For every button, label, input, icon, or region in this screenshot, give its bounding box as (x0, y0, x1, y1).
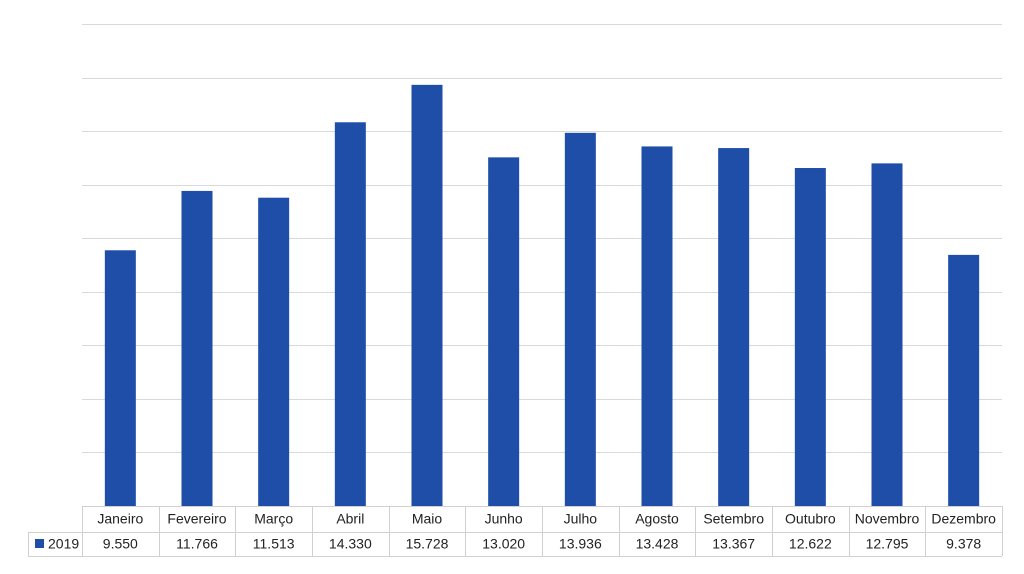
bar (411, 84, 443, 506)
x-tick-label: Novembro (855, 511, 920, 527)
x-tick-label: Setembro (703, 511, 764, 527)
x-tick-label: Dezembro (931, 511, 996, 527)
bar (641, 146, 673, 507)
bar (104, 250, 136, 506)
table-value: 11.513 (253, 536, 295, 552)
legend-label: 2019 (48, 536, 79, 552)
bar (564, 132, 596, 506)
table-value: 14.330 (329, 536, 372, 552)
bar (948, 254, 980, 506)
table-value: 12.622 (789, 536, 832, 552)
table-value: 13.428 (636, 536, 679, 552)
bar (794, 168, 826, 506)
table-value: 9.378 (946, 536, 981, 552)
x-tick-label: Outubro (785, 511, 836, 527)
bar (488, 157, 520, 506)
x-tick-label: Janeiro (97, 511, 143, 527)
x-tick-label: Julho (564, 511, 598, 527)
bar (718, 148, 750, 506)
x-tick-label: Abril (336, 511, 364, 527)
table-value: 9.550 (103, 536, 138, 552)
table-value: 12.795 (866, 536, 909, 552)
bar (334, 122, 366, 506)
table-value: 13.936 (559, 536, 602, 552)
x-tick-label: Junho (485, 511, 523, 527)
legend-marker (35, 539, 44, 548)
bar (181, 190, 213, 506)
bar (258, 197, 290, 506)
x-tick-label: Fevereiro (167, 511, 226, 527)
table-value: 13.367 (712, 536, 755, 552)
table-value: 13.020 (482, 536, 525, 552)
bar (871, 163, 903, 506)
x-tick-label: Agosto (635, 511, 679, 527)
table-value: 15.728 (406, 536, 449, 552)
x-tick-label: Março (254, 511, 293, 527)
x-tick-label: Maio (412, 511, 443, 527)
table-value: 11.766 (176, 536, 218, 552)
